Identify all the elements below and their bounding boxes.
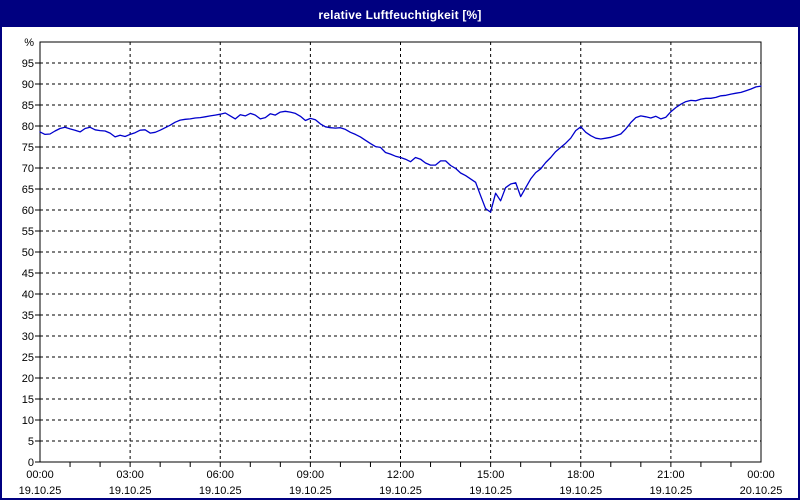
plot-frame bbox=[39, 41, 762, 463]
y-tick-label: 95 bbox=[22, 58, 34, 70]
x-tick-date-label: 19.10.25 bbox=[109, 485, 152, 497]
y-tick-label: 55 bbox=[22, 226, 34, 238]
x-tick-time-label: 18:00 bbox=[567, 469, 595, 481]
y-tick-label: 65 bbox=[22, 184, 34, 196]
y-tick-label: 85 bbox=[22, 100, 34, 112]
y-tick-label: 60 bbox=[22, 205, 34, 217]
y-tick-label: 40 bbox=[22, 289, 34, 301]
x-tick-time-label: 09:00 bbox=[297, 469, 325, 481]
y-tick-label: 0 bbox=[28, 457, 34, 469]
x-tick-time-label: 21:00 bbox=[657, 469, 685, 481]
y-tick-label: 10 bbox=[22, 415, 34, 427]
x-tick-date-label: 19.10.25 bbox=[289, 485, 332, 497]
y-tick-label: 5 bbox=[28, 436, 34, 448]
x-tick-time-label: 12:00 bbox=[387, 469, 415, 481]
humidity-line-chart: 0 5 10 15 20 25 30 35 40 45 50 55 60 65 70 75 80 85 90 95% 0… bbox=[19, 37, 783, 497]
x-tick-time-label: 03:00 bbox=[116, 469, 144, 481]
y-tick-label: 30 bbox=[22, 331, 34, 343]
y-axis-unit-label: % bbox=[24, 37, 34, 49]
y-tick-label: 50 bbox=[22, 247, 34, 259]
x-tick-date-label: 20.10.25 bbox=[740, 485, 783, 497]
humidity-series-line bbox=[39, 85, 762, 213]
x-tick-time-label: 00:00 bbox=[26, 469, 54, 481]
x-tick-date-label: 19.10.25 bbox=[559, 485, 602, 497]
y-tick-label: 20 bbox=[22, 373, 34, 385]
x-tick-date-label: 19.10.25 bbox=[649, 485, 692, 497]
y-tick-label: 15 bbox=[22, 394, 34, 406]
title-bar[interactable]: relative Luftfeuchtigkeit [%] bbox=[2, 2, 798, 27]
x-tick-time-label: 00:00 bbox=[747, 469, 775, 481]
x-tick-time-label: 06:00 bbox=[206, 469, 234, 481]
y-tick-label: 80 bbox=[22, 121, 34, 133]
x-tick-date-label: 19.10.25 bbox=[19, 485, 62, 497]
x-tick-date-label: 19.10.25 bbox=[199, 485, 242, 497]
y-tick-label: 90 bbox=[22, 79, 34, 91]
chart-area: 0 5 10 15 20 25 30 35 40 45 50 55 60 65 70 75 80 85 90 95% 0… bbox=[2, 27, 798, 498]
y-tick-label: 35 bbox=[22, 310, 34, 322]
y-tick-label: 25 bbox=[22, 352, 34, 364]
x-tick-date-label: 19.10.25 bbox=[379, 485, 422, 497]
y-tick-label: 75 bbox=[22, 142, 34, 154]
window-title: relative Luftfeuchtigkeit [%] bbox=[318, 7, 482, 22]
y-tick-label: 45 bbox=[22, 268, 34, 280]
x-tick-date-label: 19.10.25 bbox=[469, 485, 512, 497]
x-tick-time-label: 15:00 bbox=[477, 469, 505, 481]
y-tick-label: 70 bbox=[22, 163, 34, 175]
